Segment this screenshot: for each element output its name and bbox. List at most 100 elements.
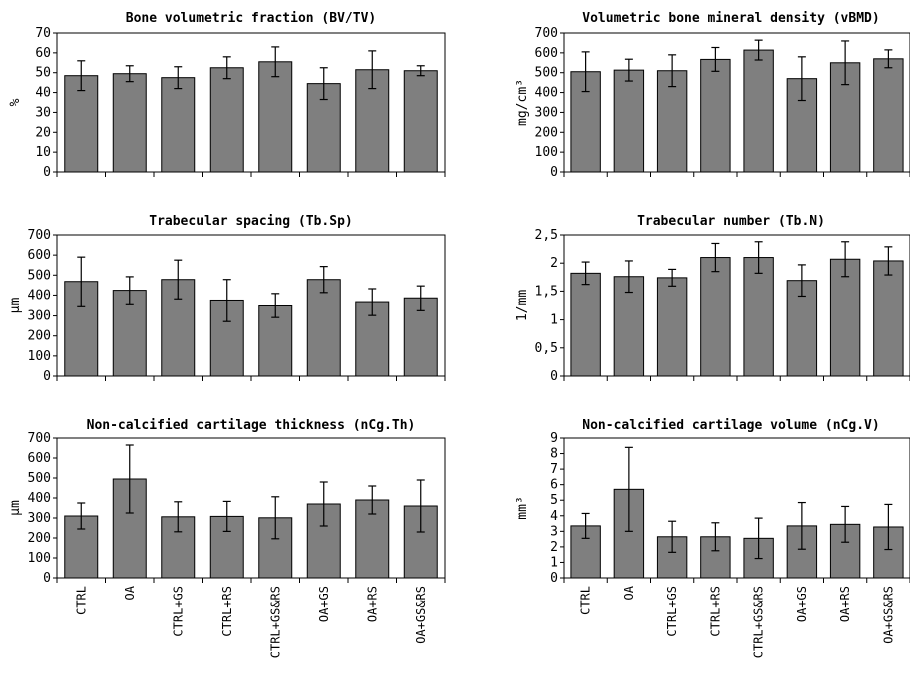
y-tick-label: 4: [550, 509, 558, 524]
y-tick-label: 0: [43, 165, 51, 180]
y-tick-label: 1: [550, 555, 558, 570]
y-axis-label: %: [8, 98, 23, 106]
bar: [112, 73, 147, 173]
y-tick-label: 20: [35, 125, 51, 140]
bar: [700, 257, 731, 377]
bar: [306, 279, 341, 377]
y-tick-label: 2,5: [535, 228, 558, 243]
y-tick-label: 6: [550, 478, 558, 493]
y-tick-label: 400: [28, 491, 51, 506]
y-tick-label: 600: [28, 451, 51, 466]
y-tick-label: 500: [28, 471, 51, 486]
category-label: CTRL: [74, 586, 88, 615]
category-label: OA+RS: [365, 586, 379, 622]
category-label: CTRL+GS&RS: [752, 586, 766, 658]
y-tick-label: 300: [28, 309, 51, 324]
y-tick-label: 300: [28, 511, 51, 526]
y-tick-label: 100: [28, 551, 51, 566]
bar: [258, 61, 293, 173]
y-tick-label: 500: [28, 268, 51, 283]
y-axis-label: mg/cm³: [515, 79, 530, 126]
y-tick-label: 100: [535, 145, 558, 160]
category-label: CTRL+RS: [220, 586, 234, 637]
category-label: CTRL+GS: [665, 586, 679, 637]
y-tick-label: 10: [35, 145, 51, 160]
bar: [656, 277, 688, 377]
category-label: OA+GS: [317, 586, 331, 622]
y-tick-label: 70: [35, 26, 51, 41]
y-tick-label: 600: [535, 46, 558, 61]
y-tick-label: 0: [550, 165, 558, 180]
y-tick-label: 500: [535, 66, 558, 81]
y-tick-label: 8: [550, 447, 558, 462]
y-tick-label: 0: [43, 369, 51, 384]
bar: [613, 69, 645, 173]
category-labels-right: CTRL OA CTRL+GS CTRL+RS CTRL+GS&RS OA+GS OA+RS…: [579, 585, 896, 658]
bar: [873, 260, 904, 377]
category-labels-left: CTRL OA CTRL+GS CTRL+RS CTRL+GS&RS OA+GS OA+RS…: [74, 585, 428, 658]
bar: [700, 58, 731, 173]
y-tick-label: 7: [550, 462, 558, 477]
y-tick-label: 300: [535, 105, 558, 120]
panel-ncg-v: Non-calcified cartilage volume (nCg.V) mm…: [515, 418, 910, 586]
panel-ncg-th: Non-calcified cartilage thickness (nCg.T…: [8, 418, 446, 586]
y-tick-label: 60: [35, 46, 51, 61]
y-tick-label: 30: [35, 105, 51, 120]
y-axis-label: µm: [8, 298, 23, 314]
category-label: OA: [123, 585, 137, 600]
bar: [403, 70, 438, 173]
panel-tb-n: Trabecular number (Tb.N) 1/mm 0 0,5 1 1,5 2 2,5: [515, 214, 910, 384]
y-axis-label: mm³: [515, 496, 530, 519]
category-label: OA+GS&RS: [414, 586, 428, 644]
chart-title: Trabecular number (Tb.N): [637, 214, 825, 229]
y-tick-label: 2: [550, 540, 558, 555]
bar: [209, 67, 244, 173]
y-tick-label: 600: [28, 248, 51, 263]
y-tick-label: 200: [28, 531, 51, 546]
category-label: CTRL+GS: [171, 586, 185, 637]
panel-tb-sp: Trabecular spacing (Tb.Sp) µm 0 100 200 300 40…: [8, 214, 446, 384]
y-tick-label: 3: [550, 524, 558, 539]
category-label: CTRL+RS: [708, 586, 722, 637]
y-tick-label: 2: [550, 256, 558, 271]
y-tick-label: 0: [550, 571, 558, 586]
category-label: OA+RS: [838, 586, 852, 622]
bar: [570, 272, 601, 377]
chart-title: Non-calcified cartilage thickness (nCg.T…: [87, 418, 416, 433]
y-tick-label: 0,5: [535, 341, 558, 356]
category-label: CTRL: [579, 586, 593, 615]
panel-vbmd: Volumetric bone mineral density (vBMD) mg…: [515, 11, 910, 180]
y-tick-label: 200: [535, 125, 558, 140]
chart-title: Bone volumetric fraction (BV/TV): [126, 11, 376, 26]
chart-title: Non-calcified cartilage volume (nCg.V): [582, 418, 879, 433]
y-tick-label: 700: [535, 26, 558, 41]
y-tick-label: 9: [550, 431, 558, 446]
y-tick-label: 700: [28, 431, 51, 446]
category-label: OA: [622, 585, 636, 600]
category-label: OA+GS: [795, 586, 809, 622]
category-label: OA+GS&RS: [881, 586, 895, 644]
panel-bv-tv: Bone volumetric fraction (BV/TV)% 0 10 20 30…: [8, 11, 446, 180]
bar: [829, 258, 861, 377]
bar: [743, 257, 774, 377]
bar: [743, 49, 774, 173]
y-tick-label: 0: [43, 571, 51, 586]
y-tick-label: 200: [28, 329, 51, 344]
y-tick-label: 1,5: [535, 284, 558, 299]
chart-title: Trabecular spacing (Tb.Sp): [149, 214, 353, 229]
bar: [873, 58, 904, 173]
y-tick-label: 700: [28, 228, 51, 243]
y-tick-label: 100: [28, 349, 51, 364]
bar: [656, 536, 688, 579]
bar: [161, 77, 196, 173]
y-tick-label: 40: [35, 86, 51, 101]
bar: [656, 70, 688, 173]
y-tick-label: 1: [550, 313, 558, 328]
category-label: CTRL+GS&RS: [268, 586, 282, 658]
bar: [64, 75, 99, 173]
chart-title: Volumetric bone mineral density (vBMD): [582, 11, 879, 26]
y-tick-label: 50: [35, 66, 51, 81]
y-tick-label: 5: [550, 493, 558, 508]
y-axis-label: µm: [8, 500, 23, 516]
